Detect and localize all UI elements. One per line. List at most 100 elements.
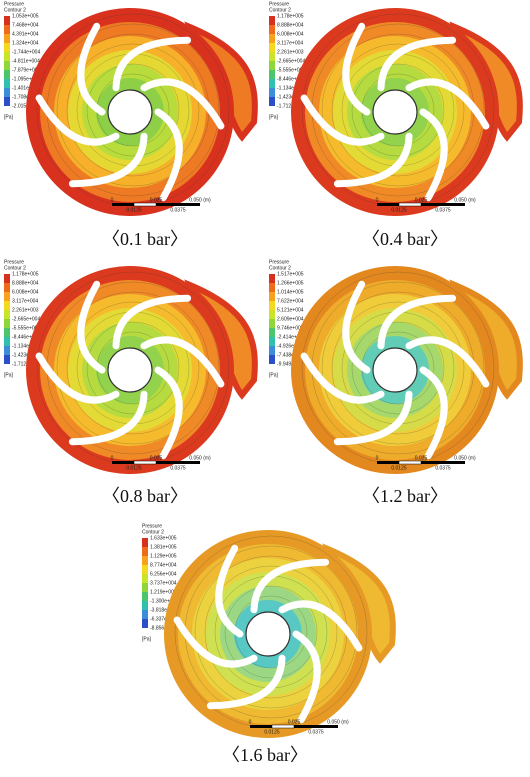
legend-band [4,292,10,301]
scale-label: 0.050 (m) [327,719,349,725]
legend-band [269,25,275,34]
caption: 〈1.6 bar〉 [222,745,308,765]
scale-bar [112,461,134,464]
legend-band [4,70,10,79]
legend-unit: [Pa] [269,114,279,120]
legend-band [269,274,275,283]
legend-band [269,310,275,319]
legend-band [269,16,275,25]
legend-unit: [Pa] [4,372,14,378]
legend-band [142,610,148,619]
legend-band [269,70,275,79]
legend-label: 1.266e+005 [277,280,304,286]
legend-band [4,34,10,43]
scale-bar [377,461,399,464]
legend-band [4,52,10,61]
legend-label: 2.609e+004 [277,316,304,322]
legend-band [4,25,10,34]
legend-label: 1.014e+005 [277,289,304,295]
legend-band [269,43,275,52]
scale-bar [399,203,421,206]
legend-label: 6.008e+004 [12,289,39,295]
scale-label: 0.0125 [391,465,407,471]
legend-band [4,88,10,97]
legend-band [142,619,148,628]
legend-band [142,547,148,556]
legend-band [4,319,10,328]
scale-bar [421,461,465,464]
legend-label: 7.468e+004 [12,22,39,28]
legend-label: 4.391e+004 [12,31,39,37]
scale-bar [294,725,338,728]
caption: 〈0.1 bar〉 [102,229,188,249]
scale-label: 0 [249,719,252,725]
legend-band [4,79,10,88]
caption: 〈0.4 bar〉 [362,229,448,249]
scale-label: 0 [376,455,379,461]
legend-band [269,283,275,292]
legend-label: 1.178e+005 [12,271,39,277]
scale-label: 0.0125 [126,465,142,471]
legend-label: 1.517e+005 [277,271,304,277]
legend-label: 8.774e+004 [150,562,177,568]
scale-label: 0.0125 [126,207,142,213]
scale-label: 0.0375 [308,729,324,735]
legend-label: 1.324e+004 [12,40,39,46]
legend-label: 1.178e+005 [277,13,304,19]
scale-label: 0.025 [150,455,163,461]
legend-label: -1.744e+004 [12,49,40,55]
legend-band [142,538,148,547]
legend-band [142,592,148,601]
scale-bar [250,725,272,728]
legend-band [269,337,275,346]
scale-label: 0.050 (m) [454,197,476,203]
legend-band [4,328,10,337]
legend-label: 2.261e+003 [12,307,39,313]
hub [246,612,290,656]
legend-unit: [Pa] [142,636,152,642]
legend-unit: [Pa] [4,114,14,120]
legend-band [269,301,275,310]
legend-band [4,16,10,25]
legend-band [142,556,148,565]
scale-label: 0 [376,197,379,203]
scale-label: 0.050 (m) [189,197,211,203]
legend-band [269,346,275,355]
legend-label: 8.888e+004 [12,280,39,286]
scale-label: 0.050 (m) [454,455,476,461]
legend-band [4,337,10,346]
legend-label: 1.053e+005 [12,13,39,19]
legend-label: 6.008e+004 [277,31,304,37]
legend-band [142,583,148,592]
legend-label: -4.811e+004 [12,58,40,64]
legend-label: 3.737e+004 [150,580,177,586]
legend-band [4,346,10,355]
legend-band [269,61,275,70]
legend-label: -2.665e+004 [277,58,305,64]
legend-band [269,292,275,301]
scale-bar [134,461,156,464]
scale-bar [156,203,200,206]
scale-bar [134,203,156,206]
scale-label: 0.0375 [170,465,186,471]
caption: 〈0.8 bar〉 [102,486,188,506]
legend-label: 3.117e+004 [277,40,303,46]
scale-label: 0.025 [150,197,163,203]
legend-label: 7.622e+004 [277,298,304,304]
figure: PressureContour 21.053e+0057.468e+0044.3… [0,0,530,777]
scale-label: 0.0375 [170,207,186,213]
legend-label: 1.129e+005 [150,553,177,559]
scale-bar [377,203,399,206]
legend-band [269,34,275,43]
panel: PressureContour 21.178e+0058.888e+0046.0… [269,1,520,216]
hub [373,348,417,392]
legend-band [269,52,275,61]
scale-bar [421,203,465,206]
legend-label: 2.261e+003 [277,49,304,55]
scale-label: 0.025 [288,719,301,725]
legend-band [4,301,10,310]
legend-unit: [Pa] [269,372,279,378]
